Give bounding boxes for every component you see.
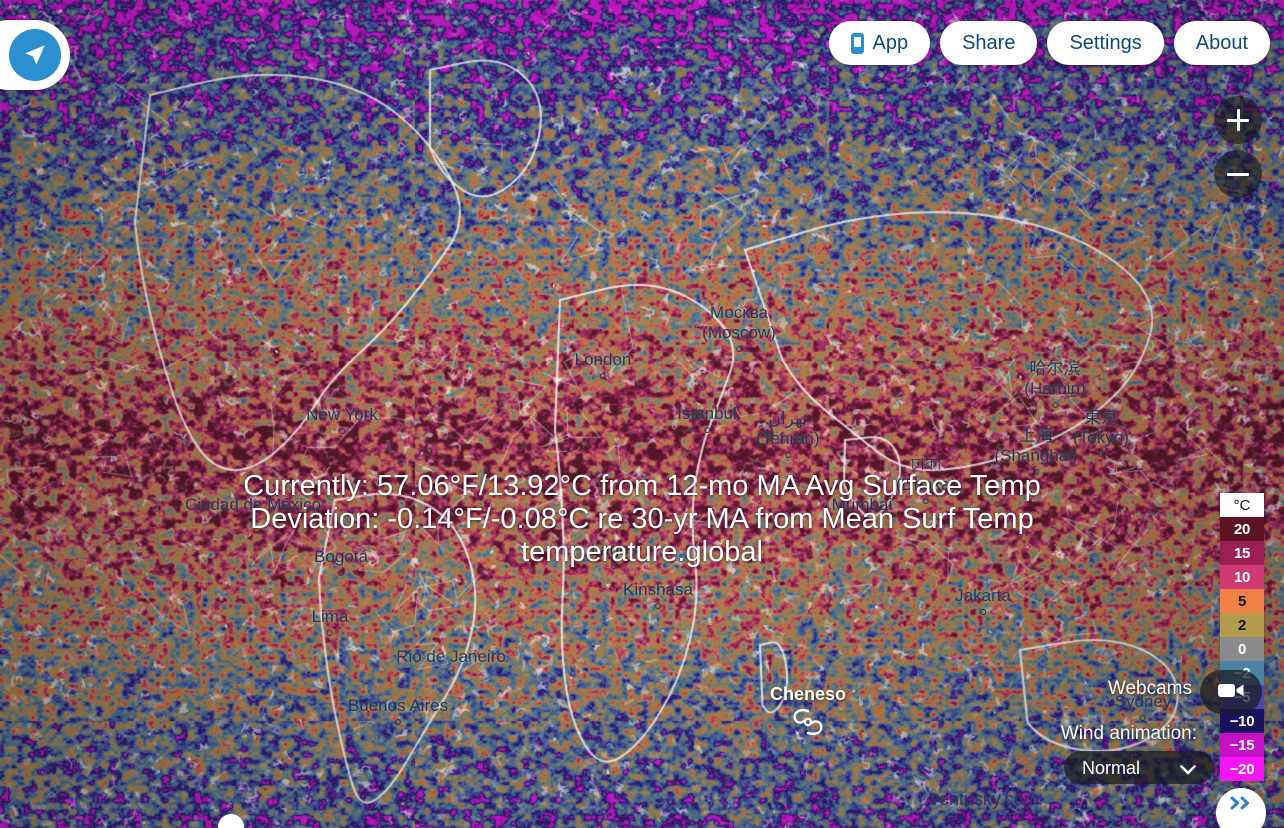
legend-row-value: −15 — [1229, 736, 1255, 754]
navigation-arrow-icon — [9, 29, 61, 81]
webcams-label: Webcams — [1107, 678, 1192, 699]
wind-animation-select[interactable]: Normal — [1064, 751, 1214, 784]
plus-icon — [1227, 109, 1249, 131]
zoom-out-button[interactable] — [1214, 150, 1262, 198]
legend-row-value: 10 — [1233, 568, 1251, 586]
legend-row: 20 — [1220, 517, 1264, 541]
legend-row: 10 — [1220, 565, 1264, 589]
phone-icon — [850, 32, 864, 54]
locate-me-button[interactable] — [0, 20, 70, 90]
webcams-row: Webcams — [1108, 678, 1192, 700]
settings-button-label: Settings — [1069, 31, 1142, 54]
video-camera-icon — [1217, 681, 1245, 703]
share-button-label: Share — [962, 31, 1016, 54]
legend-row: 2 — [1220, 613, 1264, 637]
app-button[interactable]: App — [828, 21, 931, 65]
about-button-label: About — [1195, 31, 1248, 54]
legend-row-value: 20 — [1233, 520, 1251, 538]
about-button[interactable]: About — [1173, 21, 1270, 65]
share-button[interactable]: Share — [940, 21, 1038, 65]
double-chevron-right-icon — [1229, 796, 1253, 813]
legend-row: 15 — [1220, 541, 1264, 565]
app-button-label: App — [872, 31, 909, 54]
timeline-forward-button[interactable] — [1216, 788, 1266, 828]
webcams-toggle-button[interactable] — [1200, 670, 1262, 714]
legend-row: −15 — [1220, 733, 1264, 757]
legend-row-value: −20 — [1229, 760, 1255, 778]
top-navigation-bar: App Share Settings About — [828, 21, 1270, 65]
legend-unit-label: °C — [1220, 493, 1264, 517]
legend-row: 0 — [1220, 637, 1264, 661]
legend-row-value: 0 — [1237, 640, 1247, 658]
zoom-controls — [1214, 96, 1262, 198]
minus-icon — [1227, 163, 1249, 185]
timeline-scrubber-handle[interactable] — [218, 814, 244, 828]
legend-row-value: 2 — [1237, 616, 1247, 634]
legend-row: 5 — [1220, 589, 1264, 613]
settings-button[interactable]: Settings — [1047, 21, 1164, 65]
legend-row-value: 5 — [1237, 592, 1247, 610]
wind-animation-label: Wind animation: — [1060, 723, 1197, 744]
legend-row-value: −10 — [1229, 712, 1255, 730]
zoom-in-button[interactable] — [1214, 96, 1262, 144]
legend-row-value: 15 — [1233, 544, 1251, 562]
legend-row: −20 — [1220, 757, 1264, 781]
